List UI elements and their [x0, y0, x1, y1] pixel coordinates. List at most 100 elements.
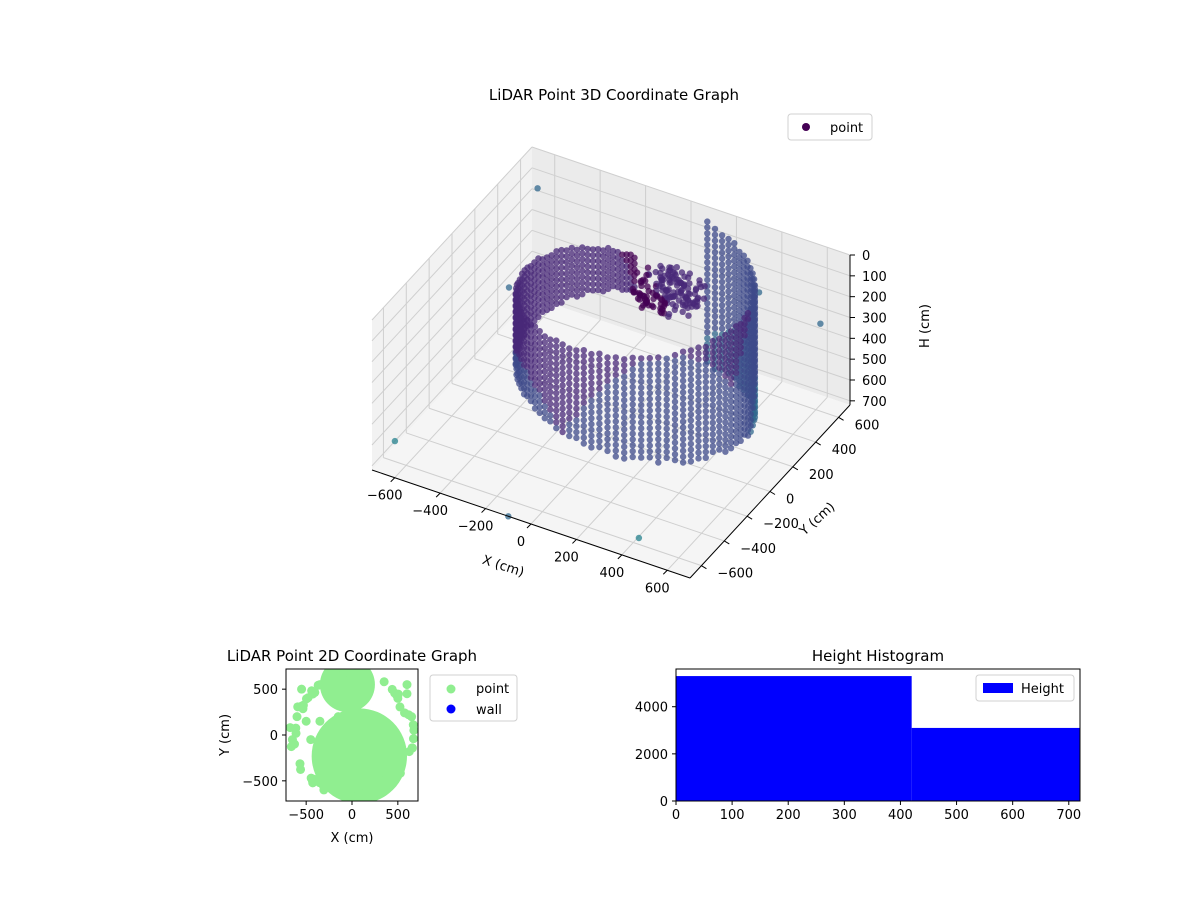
- point-3d: [722, 390, 729, 397]
- point-3d: [722, 401, 729, 409]
- point-3d: [621, 432, 628, 439]
- tick-label-3d-z: 100: [862, 270, 887, 285]
- point-3d: [573, 358, 580, 366]
- point-3d: [687, 440, 695, 448]
- point-3d: [629, 413, 636, 420]
- point-3d: [580, 393, 587, 400]
- point-3d: [731, 275, 738, 282]
- point-3d: [671, 375, 679, 382]
- point-3d: [638, 378, 645, 385]
- tick-3d-y: [769, 491, 776, 495]
- point-3d: [566, 392, 573, 399]
- point-3d: [670, 268, 677, 276]
- point-3d: [695, 402, 702, 410]
- point-3d: [573, 434, 580, 442]
- point-3d: [588, 362, 595, 369]
- point-3d: [553, 283, 560, 290]
- point-3d: [580, 358, 587, 365]
- point-3d: [687, 411, 695, 418]
- point-3d: [596, 368, 603, 375]
- point-3d: [709, 343, 716, 351]
- tick-label-2d-y: −500: [242, 775, 278, 790]
- point-3d: [534, 185, 541, 192]
- point-3d: [536, 345, 543, 352]
- point-3d: [687, 353, 695, 360]
- point-3d: [671, 451, 679, 458]
- point-3d: [655, 453, 662, 460]
- point-3d: [558, 252, 565, 260]
- point-3d: [580, 411, 587, 418]
- point-3d: [505, 284, 513, 291]
- point-3d: [646, 430, 653, 438]
- tick-3d-x: [617, 554, 623, 560]
- point-3d: [732, 329, 740, 336]
- point-3d: [749, 270, 756, 277]
- point-3d: [536, 368, 543, 376]
- point-3d: [580, 434, 587, 441]
- point-3d: [573, 382, 580, 389]
- point-3d: [621, 402, 628, 410]
- chart-hist: Height Histogram 0 100 200 300 400 500 600 7000…: [635, 647, 1081, 823]
- point-3d: [559, 341, 566, 348]
- point-3d: [638, 372, 645, 380]
- point-3d: [573, 258, 581, 265]
- point-3d: [547, 406, 554, 413]
- tick-label-3d-x: 400: [599, 566, 624, 581]
- point-3d: [732, 393, 740, 400]
- point-3d: [727, 340, 735, 347]
- point-3d: [679, 348, 687, 355]
- point-3d: [702, 384, 709, 391]
- point-3d: [679, 354, 687, 361]
- point-3d: [666, 293, 674, 301]
- point-3d: [596, 379, 603, 387]
- point-3d: [604, 447, 611, 455]
- point-3d: [605, 274, 612, 281]
- point-3d: [566, 362, 573, 370]
- point-3d: [573, 353, 580, 360]
- point-3d: [727, 375, 735, 382]
- point-3d: [600, 264, 607, 272]
- point-3d: [702, 355, 709, 362]
- point-3d: [679, 395, 687, 402]
- point-3d: [679, 371, 687, 379]
- point-3d: [612, 383, 619, 390]
- point-3d: [536, 363, 543, 370]
- point-2d: [379, 775, 389, 785]
- point-3d: [702, 390, 709, 397]
- point-3d: [588, 374, 595, 381]
- point-3d: [672, 293, 679, 300]
- point-3d: [559, 358, 566, 366]
- point-3d: [553, 372, 560, 379]
- point-2d: [319, 785, 329, 795]
- point-3d: [612, 424, 619, 431]
- point-3d: [600, 276, 607, 283]
- point-3d: [718, 307, 726, 315]
- point-3d: [704, 259, 711, 266]
- point-3d: [709, 384, 716, 391]
- point-3d: [695, 408, 702, 415]
- point-3d: [638, 454, 645, 461]
- point-3d: [553, 271, 560, 278]
- point-3d: [579, 273, 586, 280]
- point-3d: [722, 366, 729, 374]
- point-3d: [716, 376, 723, 383]
- point-3d: [646, 419, 653, 426]
- point-3d: [559, 376, 566, 383]
- point-3d: [709, 361, 716, 368]
- point-3d: [709, 442, 716, 450]
- point-3d: [751, 285, 759, 293]
- point-3d: [704, 218, 711, 225]
- point-3d: [524, 316, 531, 324]
- point-3d: [679, 389, 687, 396]
- point-3d: [718, 313, 726, 321]
- tick-label-3d-y: 200: [809, 468, 834, 483]
- point-3d: [638, 425, 645, 432]
- point-3d: [646, 454, 653, 461]
- point-3d: [541, 350, 548, 358]
- point-3d: [612, 400, 619, 408]
- point-3d: [547, 418, 554, 425]
- point-3d: [566, 427, 573, 434]
- point-3d: [732, 375, 740, 382]
- point-3d: [563, 247, 570, 254]
- point-3d: [695, 361, 702, 369]
